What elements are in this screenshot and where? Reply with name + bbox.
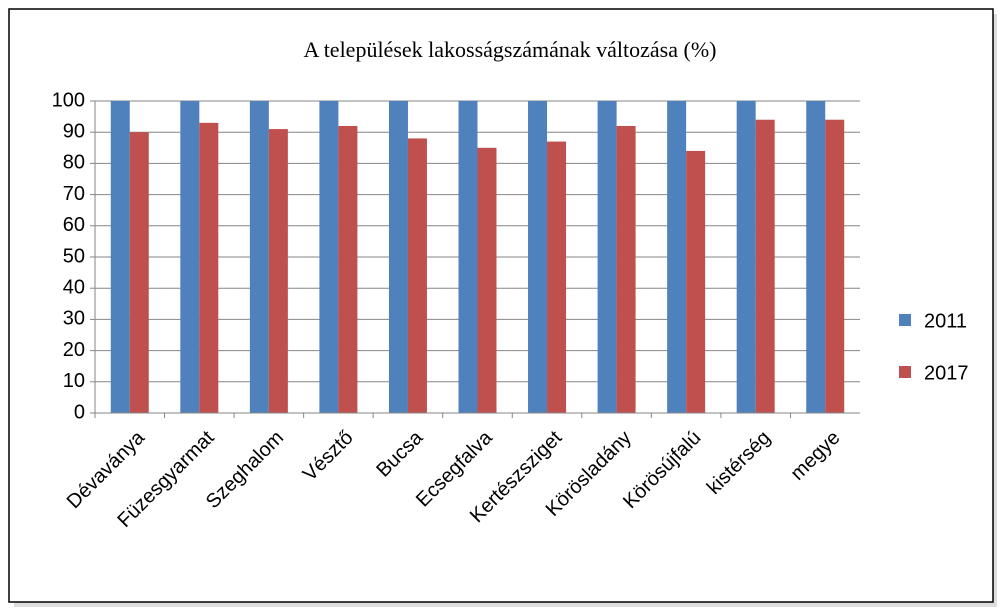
legend-swatch [899,314,911,326]
bar [268,129,288,413]
bar [249,101,269,413]
bar [736,101,756,413]
chart-title: A települések lakosságszámának változása… [304,37,717,62]
legend-swatch [899,366,911,378]
bar [388,101,408,413]
y-tick-label: 30 [63,308,85,330]
bar [129,132,149,413]
bar [806,101,826,413]
bar [199,122,219,413]
y-tick-label: 50 [63,245,85,267]
bar [686,150,706,414]
bar [616,125,636,414]
bar [180,101,200,413]
bar [667,101,687,413]
y-tick-label: 10 [63,370,85,392]
y-tick-label: 40 [63,276,85,298]
bar [755,119,775,413]
bar [110,101,130,413]
bar [528,101,548,413]
y-tick-label: 60 [63,214,85,236]
y-tick-label: 0 [74,401,85,423]
bar [458,101,478,413]
legend-label: 2011 [924,310,967,332]
y-tick-label: 80 [63,152,85,174]
frame [8,8,994,603]
y-tick-label: 70 [63,183,85,205]
bar [338,125,358,414]
bar [597,101,617,413]
bar [547,141,567,413]
y-tick-label: 100 [52,89,85,111]
y-tick-label: 90 [63,120,85,142]
legend-label: 2017 [924,362,969,384]
bar [825,119,845,413]
y-tick-label: 20 [63,339,85,361]
bar [477,147,497,414]
bar [319,101,339,413]
bar [407,138,427,413]
